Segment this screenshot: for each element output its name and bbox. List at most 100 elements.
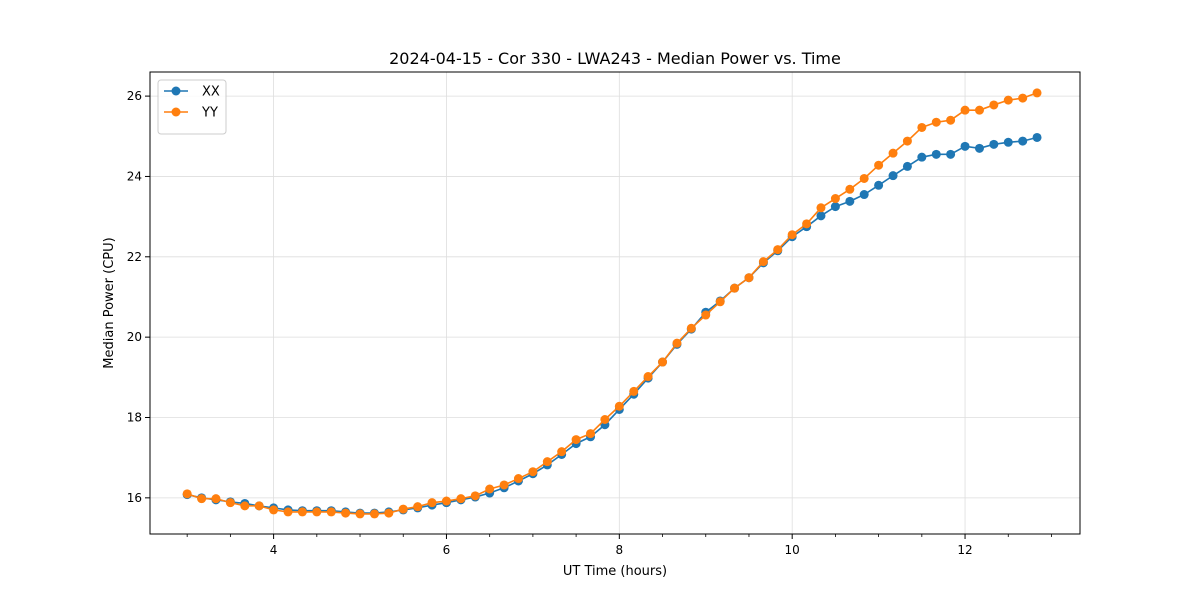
legend-marker-yy [171,107,181,117]
data-point-yy [398,504,408,514]
data-point-yy [960,105,970,115]
data-point-yy [456,494,466,504]
x-tick-label: 10 [785,543,800,557]
data-point-yy [197,494,207,504]
data-point-yy [312,507,322,517]
data-point-xx [845,196,855,206]
x-tick-label: 4 [270,543,278,557]
data-point-yy [427,498,437,508]
data-point-yy [888,148,898,158]
legend-label-xx: XX [202,85,220,100]
data-point-xx [859,190,869,200]
data-point-yy [542,457,552,467]
data-point-yy [441,496,451,506]
data-point-yy [917,122,927,132]
data-point-yy [643,372,653,382]
y-tick-label: 20 [127,330,142,344]
data-point-yy [341,508,351,518]
data-point-yy [240,501,250,511]
data-point-yy [225,498,235,508]
data-point-yy [384,508,394,518]
axes-frame [149,71,1081,535]
data-point-xx [1032,132,1042,142]
data-point-yy [701,310,711,320]
y-axis-label: Median Power (CPU) [102,237,117,368]
data-point-xx [917,152,927,162]
data-point-yy [1018,93,1028,103]
data-point-xx [931,149,941,159]
legend: XX YY [157,79,227,135]
data-point-yy [254,501,264,511]
data-point-yy [845,184,855,194]
data-point-yy [859,173,869,183]
data-point-yy [297,507,307,517]
data-point-yy [1032,88,1042,98]
data-point-yy [355,509,365,519]
data-point-yy [629,386,639,396]
y-tick-label: 16 [127,491,142,505]
data-point-yy [513,474,523,484]
y-tick-label: 24 [127,169,142,183]
data-point-yy [730,283,740,293]
data-point-yy [211,494,221,504]
data-point-yy [528,467,538,477]
data-point-yy [744,273,754,283]
data-point-yy [571,435,581,445]
data-point-xx [960,141,970,151]
data-point-xx [974,143,984,153]
data-point-yy [485,484,495,494]
data-point-yy [413,502,423,512]
data-point-xx [888,171,898,181]
data-point-xx [902,161,912,171]
data-point-yy [614,401,624,411]
data-point-yy [672,338,682,348]
data-point-yy [816,203,826,213]
ticks: 4 6 8 10 12 16 18 20 22 24 26 [127,89,1052,557]
data-point-yy [586,429,596,439]
legend-label-yy: YY [201,106,218,121]
data-point-yy [369,509,379,519]
x-tick-label: 12 [957,543,972,557]
data-point-xx [1003,137,1013,147]
data-point-xx [816,211,826,221]
data-point-yy [830,194,840,204]
data-point-yy [802,219,812,229]
data-point-yy [715,297,725,307]
data-point-yy [600,415,610,425]
data-point-xx [1018,136,1028,146]
data-point-yy [758,257,768,267]
x-axis-label: UT Time (hours) [563,564,667,579]
x-tick-label: 8 [616,543,624,557]
data-point-yy [470,491,480,501]
data-point-yy [989,100,999,110]
data-point-yy [326,507,336,517]
y-tick-label: 26 [127,89,142,103]
data-point-xx [989,139,999,149]
data-point-yy [557,447,567,457]
legend-marker-xx [171,86,181,96]
data-point-yy [974,105,984,115]
data-point-yy [686,323,696,333]
y-tick-label: 22 [127,250,142,264]
data-point-yy [946,115,956,125]
x-tick-label: 6 [443,543,451,557]
series-layer [182,88,1042,519]
data-point-xx [830,202,840,212]
data-point-yy [773,245,783,255]
data-point-yy [182,489,192,499]
data-point-yy [658,357,668,367]
data-point-yy [787,230,797,240]
data-point-yy [931,117,941,127]
data-point-yy [499,480,509,490]
data-point-xx [874,180,884,190]
data-point-xx [946,149,956,159]
data-point-yy [1003,95,1013,105]
grid [150,72,1080,534]
y-tick-label: 18 [127,410,142,424]
data-point-yy [902,136,912,146]
chart-title: 2024-04-15 - Cor 330 - LWA243 - Median P… [389,49,841,68]
data-point-yy [874,160,884,170]
data-point-yy [269,505,279,515]
